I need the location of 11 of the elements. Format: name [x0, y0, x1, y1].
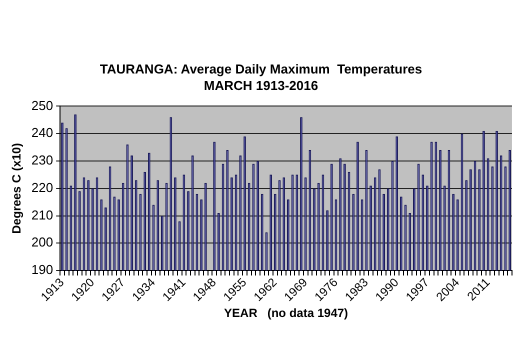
y-tick-label: 210: [31, 207, 54, 222]
chart-subtitle: MARCH 1913-2016: [204, 78, 318, 93]
y-tick-label: 250: [31, 98, 54, 113]
x-axis-title: YEAR (no data 1947): [224, 306, 348, 320]
chart-title: TAURANGA: Average Daily Maximum Temperatures: [100, 61, 422, 76]
y-tick-label: 230: [31, 152, 54, 168]
y-tick-label: 240: [31, 125, 54, 140]
y-tick-label: 220: [31, 180, 54, 195]
y-tick-label: 190: [31, 262, 54, 278]
y-axis-title: Degrees C (x10): [10, 143, 24, 234]
y-tick-label: 200: [31, 234, 54, 250]
